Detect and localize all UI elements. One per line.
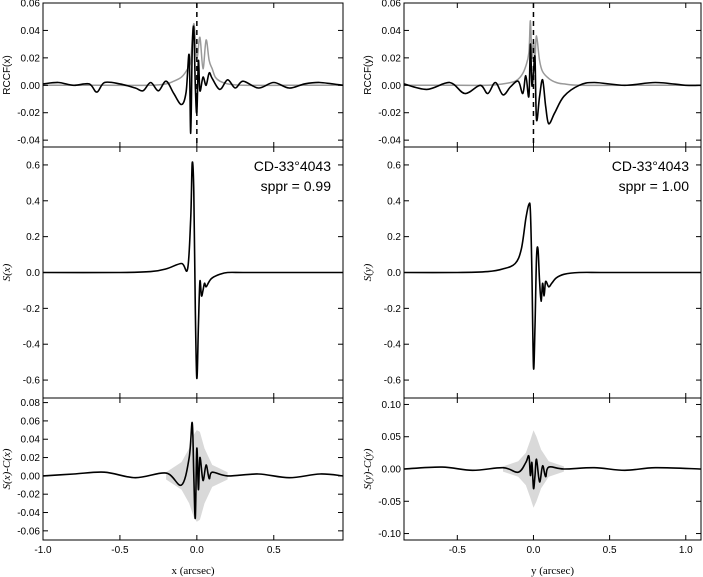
panel-left-2-ytick-label: 0.4 <box>26 196 40 207</box>
panel-left-3-xtick-label: 0.0 <box>190 545 204 556</box>
panel-left-3-ytick-label: -0.06 <box>17 526 40 537</box>
panel-right-1-ytick-label: 0.06 <box>382 0 402 10</box>
panel-left-2-ytick-label: 0.2 <box>26 232 40 243</box>
panel-right-2-ytick-label: 0.6 <box>387 160 401 171</box>
panel-right-3-y-axis-label: S(y)-C(y) <box>362 448 374 489</box>
panel-left-2-ytick-label: -0.2 <box>23 304 41 315</box>
panel-left-1-ytick-label: 0.04 <box>21 26 41 37</box>
panel-left-3-y-axis-label: S(x)-C(x) <box>1 448 13 489</box>
panel-right-1-ytick-label: 0.00 <box>382 81 402 92</box>
panel-left-3-ytick-label: -0.02 <box>17 490 40 501</box>
panel-right-3-ytick-label: -0.10 <box>378 529 401 540</box>
panel-right-3-uncertainty-band <box>503 430 564 508</box>
panel-right-3-ytick-label: 0.05 <box>382 432 402 443</box>
panel-right-3-series-1-line <box>403 454 702 490</box>
panel-left-1-ytick-label: 0.06 <box>21 0 41 10</box>
panel-right-2-annotation-line-1: CD-33°4043 <box>612 158 689 174</box>
panel-right-1-ytick-label: 0.04 <box>382 26 402 37</box>
panel-left-3-ytick-label: -0.04 <box>17 508 40 519</box>
panel-left-2-ytick-label: 0.0 <box>26 268 40 279</box>
panel-right-1-series-2-line <box>403 43 702 125</box>
panel-left-1-ytick-label: 0.02 <box>21 53 41 64</box>
panel-right-1-frame <box>403 2 702 148</box>
panel-right-3-xtick-label: 0.5 <box>603 545 617 556</box>
panel-left-3-frame <box>42 397 344 541</box>
panel-left-2-series-1-line <box>42 161 343 380</box>
panel-left-1-ytick-label: 0.00 <box>21 81 41 92</box>
panel-right-3-xtick-label: -0.5 <box>449 545 467 556</box>
panel-right-1-y-axis-label: RCCF(y) <box>363 55 374 94</box>
panel-right-2-ytick-label: 0.0 <box>387 268 401 279</box>
panel-left-1-ytick-label: -0.02 <box>17 108 40 119</box>
panel-right-2-ytick-label: 0.2 <box>387 232 401 243</box>
panel-right-1-ytick-label: 0.02 <box>382 53 402 64</box>
panel-left-3-ytick-label: 0.00 <box>21 471 41 482</box>
panel-left-3-xtick-label: 0.5 <box>267 545 281 556</box>
panel-right-2-ytick-label: -0.2 <box>384 304 402 315</box>
panel-left-2-y-axis-label: S(x) <box>1 263 13 281</box>
panel-left-3-ytick-label: 0.02 <box>21 453 41 464</box>
panel-left-2-ytick-label: 0.6 <box>26 160 40 171</box>
panel-left-2-ytick-label: -0.4 <box>23 340 41 351</box>
panel-right-1-ytick-label: -0.02 <box>378 108 401 119</box>
panel-right-3-ytick-label: 0.00 <box>382 465 402 476</box>
panel-right-1-ytick-label: -0.04 <box>378 136 401 147</box>
panel-left-3-ytick-label: 0.04 <box>21 435 41 446</box>
panel-left-3-xtick-label: -0.5 <box>111 545 129 556</box>
panel-left-1-y-axis-label: RCCF(x) <box>2 55 13 94</box>
panel-left-3-ytick-label: 0.06 <box>21 416 41 427</box>
panel-right-2-y-axis-label: S(y) <box>362 263 374 281</box>
panel-left-1-ytick-label: -0.04 <box>17 136 40 147</box>
panel-right-2-ytick-label: -0.6 <box>384 376 402 387</box>
panel-right-2-annotation-line-2: sppr = 1.00 <box>619 178 690 194</box>
panel-left-1-series-2-line <box>42 25 344 135</box>
panel-right-3-ytick-label: 0.10 <box>382 400 402 411</box>
panel-right-2-ytick-label: 0.4 <box>387 196 401 207</box>
panel-right-3-x-axis-label: y (arcsec) <box>531 565 574 577</box>
panel-left-3-ytick-label: 0.08 <box>21 398 41 409</box>
panel-right-3-ytick-label: -0.05 <box>378 497 401 508</box>
panel-left-3-x-axis-label: x (arcsec) <box>171 565 214 577</box>
panel-left-2-annotation-line-1: CD-33°4043 <box>254 158 331 174</box>
panel-right-2-ytick-label: -0.4 <box>384 340 402 351</box>
panel-left-3-series-1-line <box>42 421 344 519</box>
panel-left-2-annotation-line-2: sppr = 0.99 <box>261 178 332 194</box>
panel-left-2-ytick-label: -0.6 <box>23 376 41 387</box>
panel-right-3-xtick-label: 0.0 <box>527 545 541 556</box>
panel-right-1-series-1-line <box>404 20 701 87</box>
panel-right-2-series-1-line <box>403 202 701 370</box>
panel-right-3-xtick-label: 1.0 <box>679 545 693 556</box>
panel-left-3-xtick-label: -1.0 <box>34 545 52 556</box>
